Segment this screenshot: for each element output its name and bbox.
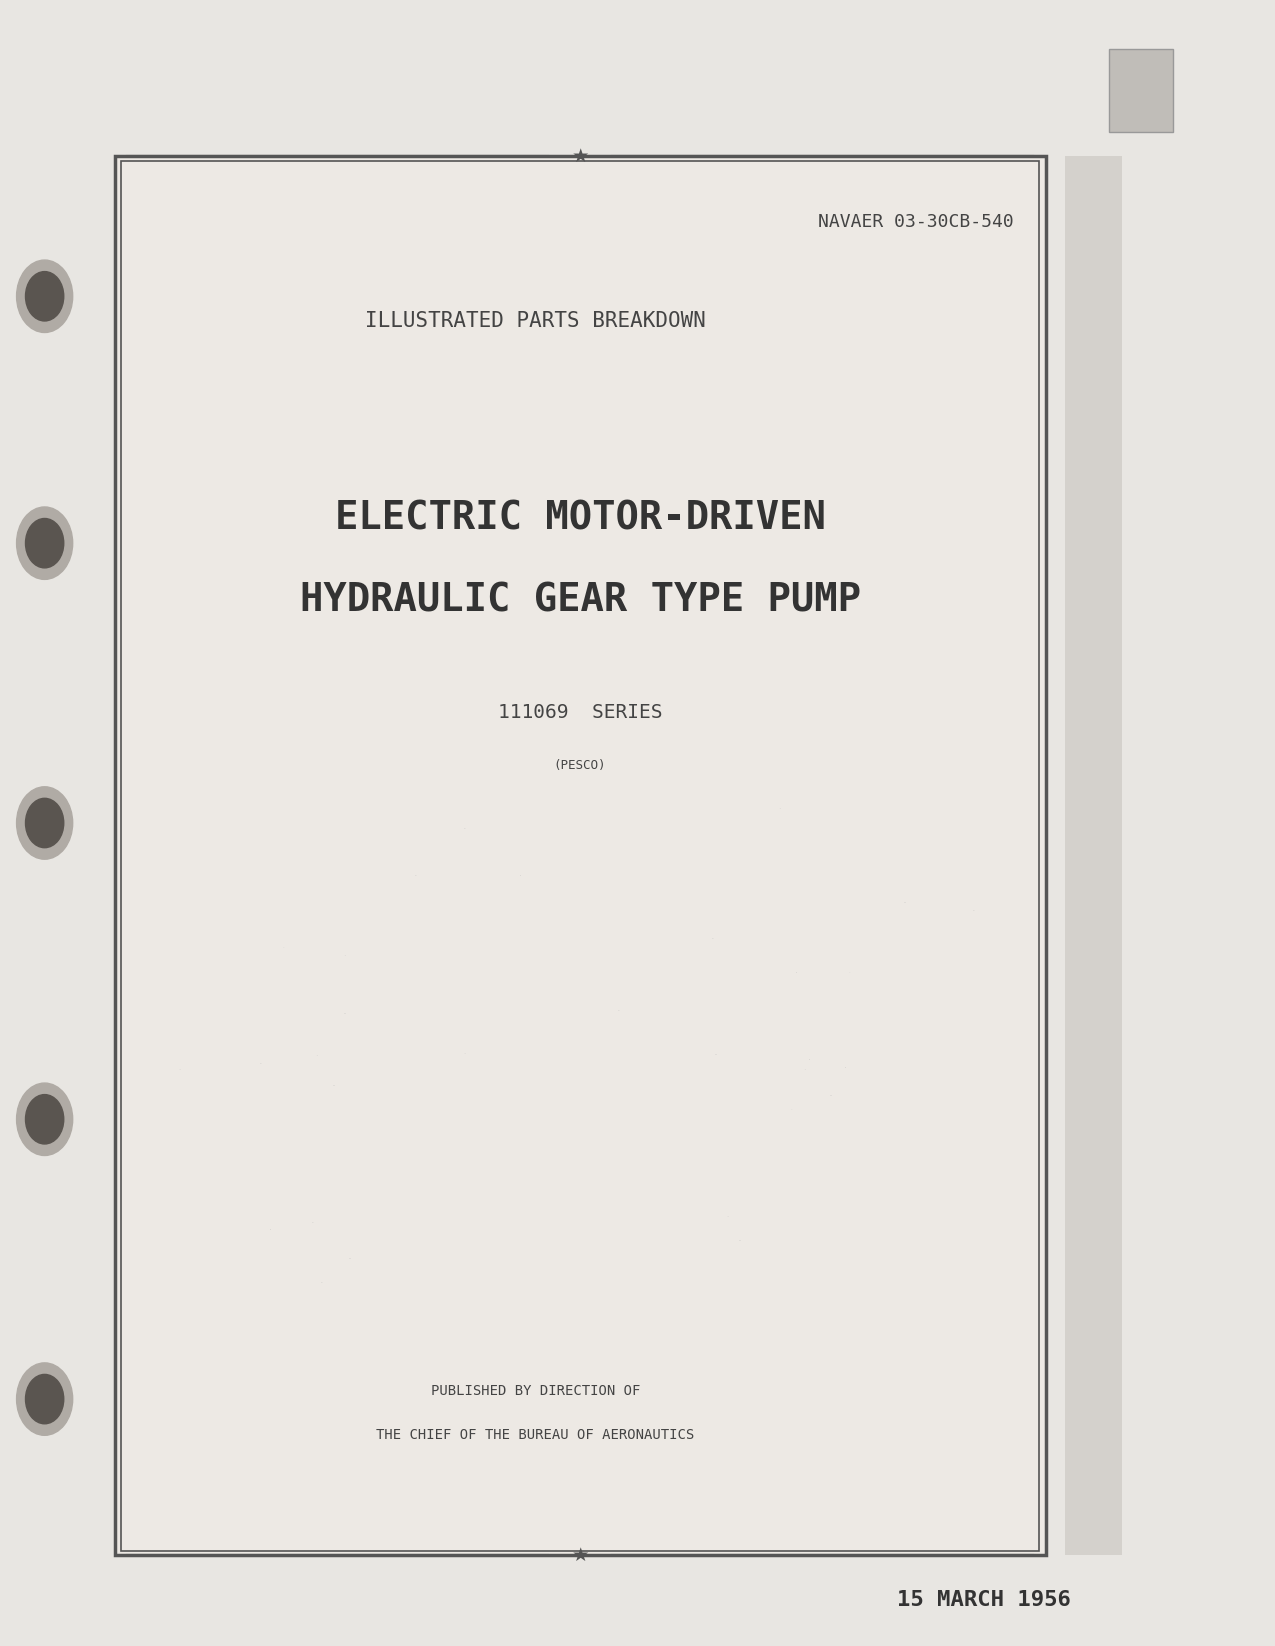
Text: .: . (617, 1002, 621, 1012)
Text: .: . (849, 969, 850, 974)
Circle shape (26, 1095, 64, 1144)
Text: .: . (903, 894, 907, 905)
Text: (PESCO): (PESCO) (553, 759, 607, 772)
Circle shape (17, 260, 73, 332)
Text: .: . (177, 1065, 180, 1072)
Text: .: . (808, 1052, 811, 1062)
Bar (121, 161, 1039, 1551)
Text: .: . (315, 1049, 317, 1058)
Text: .: . (343, 948, 346, 958)
Text: .: . (844, 1060, 847, 1070)
Text: ★: ★ (571, 146, 589, 166)
Text: ELECTRIC MOTOR-DRIVEN: ELECTRIC MOTOR-DRIVEN (334, 499, 826, 538)
Text: .: . (790, 1106, 792, 1111)
Text: ILLUSTRATED PARTS BREAKDOWN: ILLUSTRATED PARTS BREAKDOWN (365, 311, 706, 331)
Circle shape (26, 272, 64, 321)
Circle shape (26, 518, 64, 568)
Text: .: . (738, 1231, 742, 1244)
Text: .: . (779, 802, 782, 810)
Circle shape (17, 787, 73, 859)
Text: 15 MARCH 1956: 15 MARCH 1956 (898, 1590, 1071, 1610)
Bar (1065, 156, 1122, 1555)
Text: THE CHIEF OF THE BUREAU OF AERONAUTICS: THE CHIEF OF THE BUREAU OF AERONAUTICS (376, 1429, 695, 1442)
Text: 111069  SERIES: 111069 SERIES (497, 703, 663, 723)
Text: .: . (519, 867, 523, 877)
Text: ★: ★ (571, 1546, 589, 1565)
Text: .: . (796, 966, 798, 976)
Text: .: . (348, 1249, 352, 1261)
Circle shape (26, 798, 64, 848)
Text: .: . (463, 821, 467, 831)
Text: .: . (714, 1045, 718, 1058)
Text: .: . (311, 1215, 314, 1225)
Circle shape (26, 1374, 64, 1424)
Bar (115, 156, 1046, 1555)
Text: .: . (727, 1211, 728, 1218)
Text: .: . (803, 1063, 806, 1072)
Text: .: . (829, 1086, 833, 1100)
Text: .: . (320, 1276, 323, 1286)
Circle shape (17, 507, 73, 579)
Text: PUBLISHED BY DIRECTION OF: PUBLISHED BY DIRECTION OF (431, 1384, 640, 1397)
Text: .: . (414, 867, 418, 877)
Circle shape (17, 1363, 73, 1435)
Text: NAVAER 03-30CB-540: NAVAER 03-30CB-540 (817, 214, 1014, 230)
Circle shape (17, 1083, 73, 1155)
Text: .: . (269, 1223, 272, 1233)
Text: .: . (972, 904, 975, 914)
Text: .: . (342, 1004, 347, 1017)
Text: .: . (464, 1049, 465, 1055)
Text: .: . (282, 945, 284, 950)
FancyBboxPatch shape (1109, 49, 1173, 132)
Text: HYDRAULIC GEAR TYPE PUMP: HYDRAULIC GEAR TYPE PUMP (300, 581, 861, 621)
Text: .: . (710, 930, 714, 940)
Text: .: . (332, 1075, 335, 1088)
Text: .: . (259, 1057, 263, 1067)
